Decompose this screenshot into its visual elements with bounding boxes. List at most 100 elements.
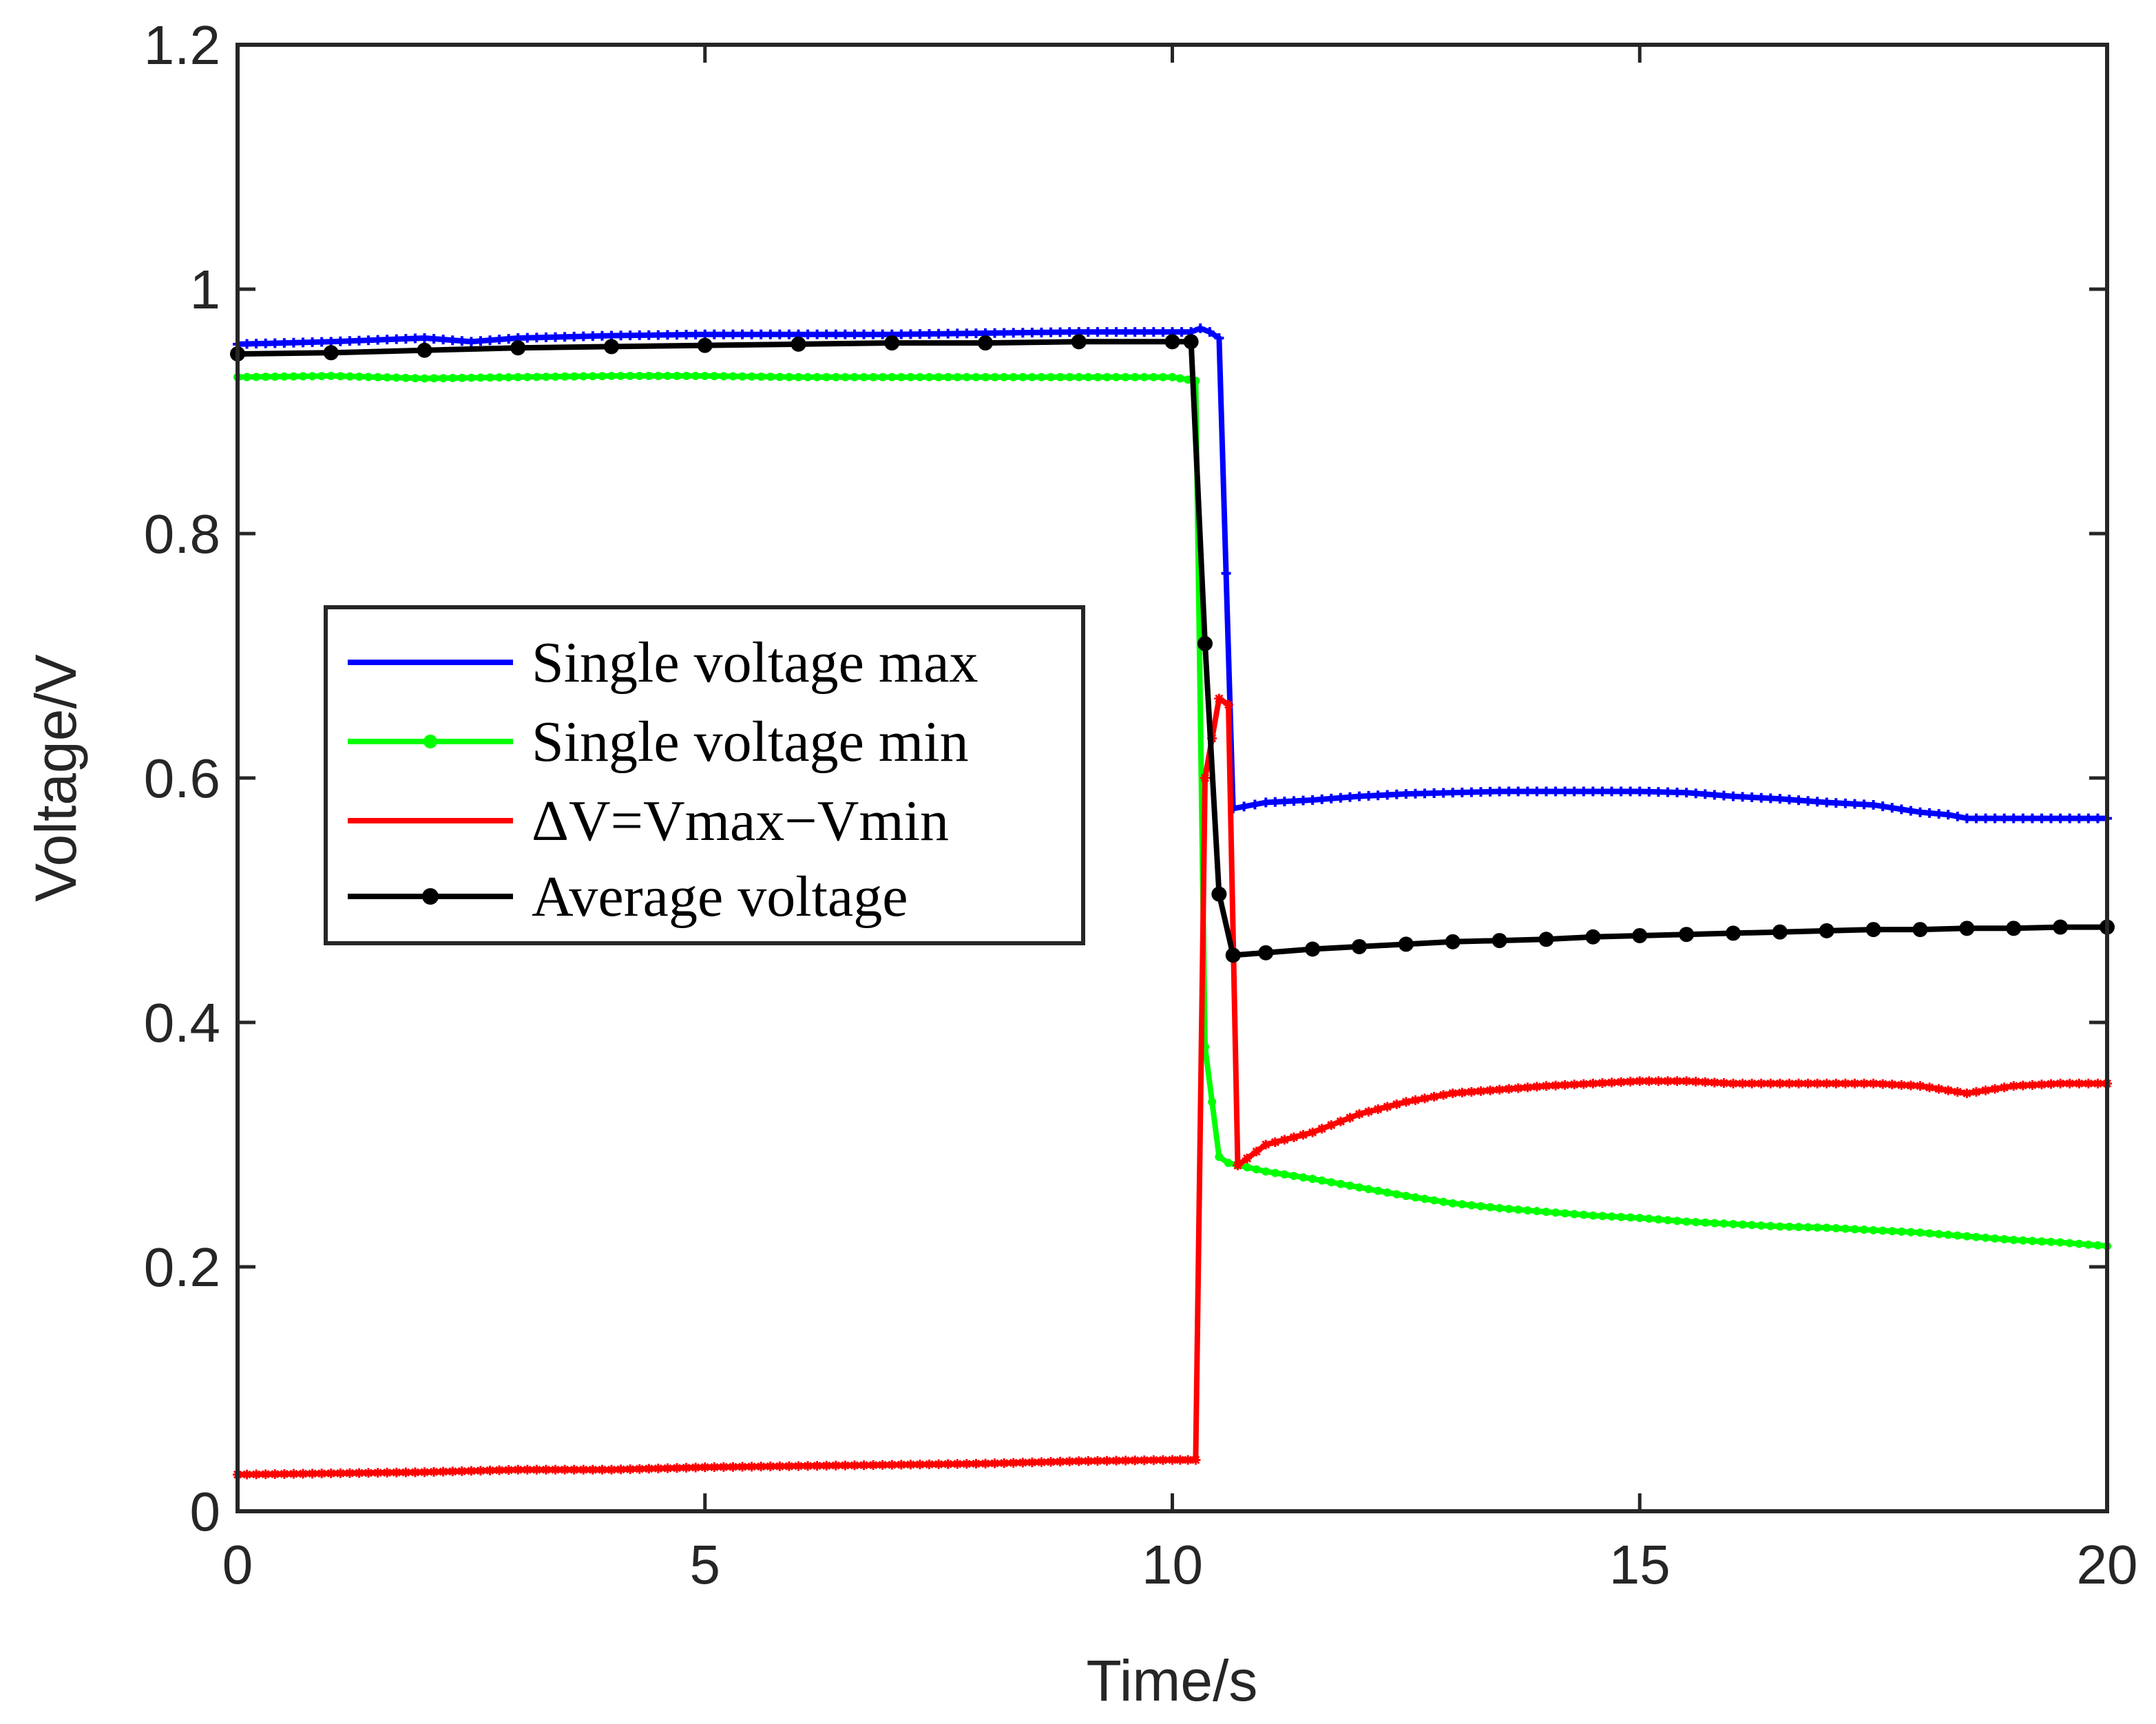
point-delta <box>1447 1088 1458 1098</box>
point-min <box>280 372 289 381</box>
point-min <box>700 372 709 381</box>
point-delta <box>775 1461 785 1471</box>
point-max <box>1120 327 1131 337</box>
point-max <box>728 329 738 339</box>
x-axis-title: Time/s <box>1087 1648 1258 1713</box>
point-min <box>299 372 308 381</box>
point-max <box>2064 813 2075 823</box>
point-max <box>550 332 561 342</box>
point-delta <box>1551 1080 1561 1091</box>
y-axis-title: Voltage/V <box>23 654 88 902</box>
point-max <box>1111 327 1122 337</box>
point-min <box>1280 1170 1289 1179</box>
point-delta <box>1130 1455 1140 1466</box>
x-tick-label: 15 <box>1609 1534 1671 1595</box>
point-delta <box>1943 1085 1954 1095</box>
point-average <box>510 340 526 356</box>
point-max <box>1662 787 1673 797</box>
point-min <box>850 372 859 381</box>
point-max <box>1812 797 1823 807</box>
point-max <box>2093 813 2103 823</box>
point-max <box>1083 327 1093 337</box>
point-min <box>1934 1230 1943 1239</box>
point-delta <box>1279 1135 1290 1145</box>
point-max <box>662 330 673 340</box>
point-max <box>1999 813 2009 823</box>
point-min <box>485 373 494 382</box>
point-min <box>1748 1221 1757 1230</box>
legend-label-max: Single voltage max <box>532 631 978 695</box>
point-min <box>1757 1221 1766 1230</box>
x-tick-label: 5 <box>690 1534 721 1595</box>
point-min <box>981 372 990 381</box>
point-delta <box>830 1460 841 1471</box>
point-min <box>308 372 317 381</box>
point-max <box>877 329 888 339</box>
point-max <box>1682 788 1692 798</box>
point-delta <box>1167 1455 1178 1465</box>
point-min <box>1514 1205 1522 1214</box>
point-delta <box>270 1469 280 1480</box>
point-delta <box>644 1464 654 1474</box>
point-max <box>1308 795 1318 805</box>
point-max <box>1541 786 1551 797</box>
point-max <box>1214 333 1224 343</box>
point-max <box>1250 799 1260 810</box>
point-max <box>2074 813 2084 823</box>
point-min <box>2093 1241 2102 1250</box>
point-max <box>1158 327 1168 337</box>
point-min <box>1308 1175 1317 1184</box>
point-min <box>888 372 897 381</box>
point-delta <box>914 1460 925 1470</box>
point-delta <box>1111 1455 1122 1466</box>
point-max <box>354 335 364 346</box>
point-max <box>1896 804 1907 814</box>
point-delta <box>1242 1153 1253 1164</box>
point-max <box>2046 813 2056 823</box>
point-delta <box>1831 1078 1841 1089</box>
point-delta <box>1896 1080 1907 1090</box>
point-max <box>382 335 393 345</box>
series-delta <box>233 693 2112 1480</box>
point-min <box>673 372 682 381</box>
series-min <box>233 372 2111 1250</box>
point-max <box>1915 807 1925 817</box>
point-max <box>448 335 458 346</box>
point-delta <box>765 1461 775 1471</box>
point-min <box>1832 1223 1841 1232</box>
point-min <box>2037 1237 2046 1246</box>
point-delta <box>1158 1455 1168 1465</box>
point-max <box>1270 797 1280 807</box>
point-min <box>1476 1201 1485 1210</box>
point-max <box>653 330 663 340</box>
point-min <box>420 374 429 383</box>
point-delta <box>1261 1139 1271 1150</box>
point-delta <box>840 1460 850 1471</box>
point-min <box>1421 1195 1430 1203</box>
point-max <box>1504 786 1514 797</box>
point-delta <box>1794 1078 1804 1089</box>
point-delta <box>1102 1455 1112 1466</box>
point-max <box>737 329 748 339</box>
point-max <box>1420 788 1430 799</box>
point-min <box>1822 1223 1831 1232</box>
point-min <box>1887 1227 1896 1236</box>
point-min <box>392 373 401 382</box>
point-average <box>1726 925 1741 941</box>
point-delta <box>625 1464 636 1474</box>
point-delta <box>2064 1078 2075 1089</box>
point-max <box>1859 799 1870 810</box>
point-delta <box>1868 1078 1878 1089</box>
point-max <box>2036 813 2047 823</box>
point-delta <box>1504 1084 1514 1094</box>
y-tick-label: 0.8 <box>144 503 220 565</box>
point-min <box>1430 1196 1438 1205</box>
point-min <box>1869 1226 1878 1234</box>
point-max <box>522 333 532 343</box>
point-max <box>1831 798 1841 808</box>
point-delta <box>1200 773 1211 783</box>
point-max <box>1756 792 1766 803</box>
point-min <box>476 373 485 382</box>
point-min <box>495 373 504 382</box>
